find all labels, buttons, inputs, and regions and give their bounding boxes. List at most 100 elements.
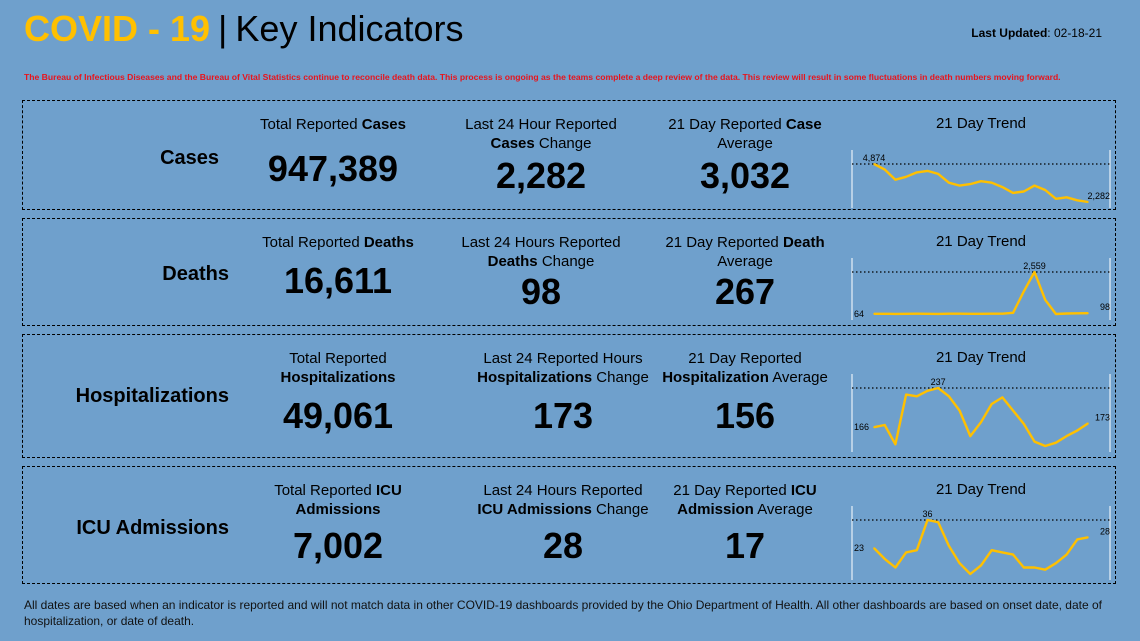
total-cases-head-pre: Total Reported xyxy=(260,116,362,133)
trend-point xyxy=(894,313,897,315)
avg-deaths: 21 Day Reported Death Average 267 xyxy=(645,233,845,313)
avg-icu: 21 Day Reported ICU Admission Average 17 xyxy=(645,481,845,567)
trend-point xyxy=(1023,290,1025,293)
trend-point xyxy=(1023,566,1025,569)
trend-point xyxy=(1055,313,1057,315)
trend-point xyxy=(905,393,907,396)
trend-point xyxy=(1055,441,1057,444)
trend-point xyxy=(980,312,982,315)
trend-point xyxy=(1076,312,1079,315)
trend-point xyxy=(873,312,875,315)
total-deaths-head-pre: Total Reported xyxy=(262,234,364,251)
trend-point xyxy=(916,171,918,174)
trend-point xyxy=(980,421,982,424)
trend-chart-deaths: 2,559 98 64 xyxy=(851,258,1111,320)
avg-hospitalizations: 21 Day Reported Hospitalization Average 1… xyxy=(645,349,845,437)
trend-point xyxy=(990,312,993,315)
avg-deaths-value: 267 xyxy=(714,271,776,312)
trend-point xyxy=(1087,201,1089,203)
avg-icu-value: 17 xyxy=(724,525,766,566)
change-cases-head-post: Change xyxy=(534,135,592,152)
trend-point xyxy=(1033,271,1036,273)
change-icu-head-post: Change xyxy=(591,501,649,518)
trend-end-label: 28 xyxy=(1100,526,1110,536)
trend-point xyxy=(1065,435,1068,437)
trend-point xyxy=(948,545,950,547)
total-hosp-head-pre: Total Reported xyxy=(289,350,387,367)
change-deaths-value: 98 xyxy=(520,271,562,312)
change-cases-value: 2,282 xyxy=(495,155,587,196)
trend-point xyxy=(894,443,897,446)
avg-cases-head-pre: 21 Day Reported xyxy=(668,116,786,133)
change-icu: Last 24 Hours Reported ICU Admissions Cha… xyxy=(443,481,683,567)
trend-chart-hospitalizations: 237 173 166 xyxy=(851,374,1111,452)
trend-end-label: 2,282 xyxy=(1087,191,1110,201)
trend-point xyxy=(969,435,972,437)
trend-point xyxy=(1001,186,1004,188)
trend-point xyxy=(1012,192,1014,194)
change-hosp-head-pre: Last 24 Reported Hours xyxy=(483,350,643,367)
change-cases-head-bold: Cases xyxy=(490,135,535,152)
avg-deaths-head-post: Average xyxy=(717,253,773,270)
change-cases: Last 24 Hour Reported Cases Change 2,282 xyxy=(441,115,641,197)
trend-point xyxy=(958,312,961,315)
trend-point xyxy=(916,312,918,315)
trend-point xyxy=(1001,551,1004,554)
change-icu-head-pre: Last 24 Hours Reported xyxy=(483,482,643,499)
trend-point xyxy=(990,549,993,552)
change-icu-value: 28 xyxy=(542,525,584,566)
row-label-hospitalizations: Hospitalizations xyxy=(75,385,229,407)
trend-point xyxy=(1065,553,1068,556)
header: COVID - 19 | Key Indicators xyxy=(24,8,464,58)
panel-deaths: Deaths Total Reported Deaths 16,611 Last… xyxy=(22,218,1116,326)
total-cases-value: 947,389 xyxy=(267,148,399,189)
change-deaths: Last 24 Hours Reported Deaths Change 98 xyxy=(441,233,641,313)
trend-point xyxy=(1044,445,1046,447)
trend-point xyxy=(1001,396,1004,399)
trend-point xyxy=(1076,429,1079,432)
trend-title-hospitalizations: 21 Day Trend xyxy=(935,349,1027,366)
trend-point xyxy=(1023,423,1025,425)
trend-point xyxy=(873,547,875,549)
trend-point xyxy=(916,395,918,398)
change-hospitalizations-value: 173 xyxy=(532,395,594,436)
change-hosp-head-post: Change xyxy=(592,369,649,386)
trend-point xyxy=(937,313,939,315)
total-icu-head-bold: ICU xyxy=(375,482,402,499)
trend-point xyxy=(1055,562,1057,564)
trend-point xyxy=(905,176,907,178)
total-deaths-head-bold: Deaths xyxy=(363,234,414,251)
trend-point xyxy=(883,424,886,426)
panel-icu: ICU Admissions Total Reported ICU Admissi… xyxy=(22,466,1116,584)
trend-point xyxy=(905,312,907,315)
change-deaths-head-pre: Last 24 Hours Reported xyxy=(461,234,621,251)
trend-point xyxy=(948,312,950,315)
trend-point xyxy=(1033,440,1036,443)
change-deaths-head-post: Change xyxy=(537,253,595,270)
trend-point xyxy=(926,313,929,315)
trend-point xyxy=(894,566,897,569)
trend-line xyxy=(873,162,1089,204)
footer-note: All dates are based when an indicator is… xyxy=(24,598,1102,628)
total-hosp-head-bold: Hospitalizations xyxy=(280,369,396,386)
trend-start-label: 23 xyxy=(854,543,864,553)
trend-point xyxy=(916,549,918,552)
avg-cases-head-bold: Case xyxy=(785,116,822,133)
trend-point xyxy=(937,173,939,175)
data-notice: The Bureau of Infectious Diseases and th… xyxy=(24,72,1061,82)
panel-hospitalizations: Hospitalizations Total Reported Hospitali… xyxy=(22,334,1116,458)
trend-point xyxy=(969,313,972,315)
trend-point xyxy=(1065,196,1068,199)
change-deaths-head-bold: Deaths xyxy=(487,253,538,270)
trend-line xyxy=(874,270,1089,316)
trend-line xyxy=(873,386,1089,448)
total-icu-value: 7,002 xyxy=(292,525,384,566)
total-deaths-value: 16,611 xyxy=(283,260,393,301)
trend-point xyxy=(980,564,982,567)
avg-deaths-head-pre: 21 Day Reported xyxy=(665,234,783,251)
trend-point xyxy=(1087,312,1089,314)
trend-end-label: 98 xyxy=(1100,302,1110,312)
avg-icu-head-pre: 21 Day Reported xyxy=(673,482,791,499)
trend-point xyxy=(969,573,972,575)
trend-point xyxy=(948,181,950,184)
